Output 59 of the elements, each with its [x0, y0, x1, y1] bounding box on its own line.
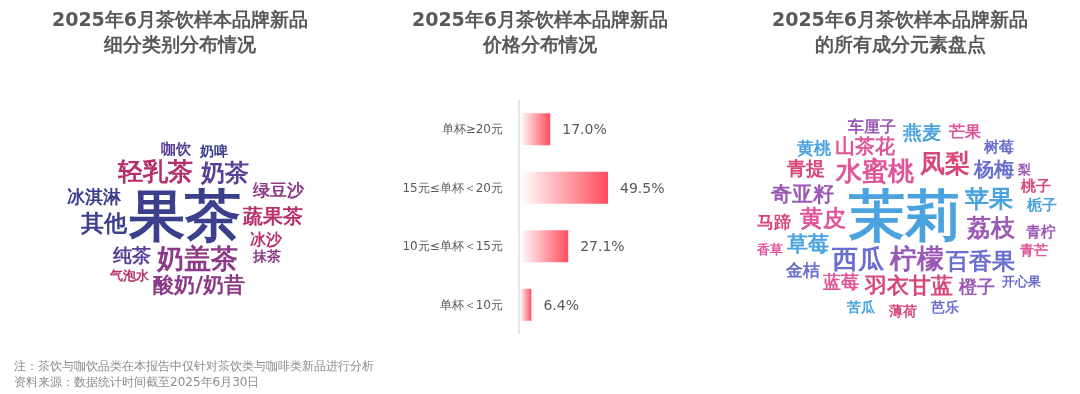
- title: 2025年6月茶饮样本品牌新品: [51, 8, 309, 30]
- word: 苦瓜: [847, 298, 876, 315]
- word: 黄桃: [797, 138, 832, 158]
- note: 资料来源：数据统计时间截至2025年6月30日: [14, 375, 260, 389]
- word: 车厘子: [848, 116, 897, 136]
- word: 山茶花: [834, 134, 895, 158]
- word: 苹果: [964, 183, 1013, 213]
- category: 单杯≥20元: [441, 122, 503, 137]
- word: 梨: [1017, 161, 1031, 177]
- word: 青柠: [1026, 224, 1057, 241]
- title: 的所有成分元素盘点: [814, 33, 986, 55]
- word: 香草: [757, 241, 784, 257]
- category: 单杯＜10元: [439, 297, 503, 312]
- word: 抹茶: [253, 248, 281, 265]
- word: 西瓜: [832, 243, 884, 274]
- word: 树莓: [983, 138, 1014, 157]
- value-label: 49.5%: [620, 179, 665, 196]
- word: 蓝莓: [822, 271, 859, 293]
- word: 草莓: [786, 231, 829, 257]
- word: 薄荷: [889, 303, 917, 320]
- word: 青芒: [1019, 242, 1048, 259]
- title: 2025年6月茶饮样本品牌新品: [771, 8, 1029, 30]
- value-label: 6.4%: [543, 296, 579, 313]
- word: 冰沙: [250, 230, 283, 249]
- word: 芭乐: [930, 298, 959, 315]
- word: 奶茶: [200, 159, 249, 187]
- word: 凤梨: [920, 149, 971, 178]
- word: 开心果: [1001, 274, 1041, 290]
- title: 2025年6月茶饮样本品牌新品: [411, 8, 669, 30]
- word: 芒果: [948, 122, 981, 142]
- word: 气泡水: [109, 267, 149, 283]
- category: 15元≤单杯＜20元: [402, 180, 503, 195]
- word: 栀子: [1027, 195, 1058, 213]
- word: 其他: [81, 209, 128, 236]
- word: 马蹄: [756, 211, 791, 232]
- title: 价格分布情况: [483, 33, 597, 55]
- word: 水蜜桃: [836, 155, 915, 186]
- word: 奇亚籽: [770, 181, 834, 206]
- word: 冰淇淋: [66, 187, 121, 208]
- note: 注：茶饮与咖饮品类在本报告中仅针对茶饮类与咖啡类新品进行分析: [14, 359, 374, 373]
- word: 金桔: [785, 260, 820, 281]
- word: 杨梅: [974, 157, 1015, 181]
- word: 奶啤: [200, 143, 229, 160]
- category: 10元≤单杯＜15元: [402, 239, 503, 254]
- word: 橙子: [959, 276, 996, 297]
- word: 羽衣甘蓝: [864, 272, 953, 298]
- word: 燕麦: [903, 121, 941, 143]
- word: 蔬果茶: [243, 204, 303, 228]
- value-label: 17.0%: [562, 121, 607, 138]
- word: 荔枝: [967, 214, 1016, 242]
- word: 黄皮: [800, 203, 847, 231]
- word: 百香果: [946, 248, 1016, 275]
- word: 纯茶: [112, 245, 151, 267]
- value-label: 27.1%: [580, 238, 625, 255]
- word: 绿豆沙: [252, 181, 304, 201]
- word: 酸奶/奶昔: [153, 272, 245, 298]
- title: 细分类别分布情况: [104, 33, 256, 55]
- word: 桃子: [1020, 177, 1051, 195]
- word: 青提: [787, 156, 826, 180]
